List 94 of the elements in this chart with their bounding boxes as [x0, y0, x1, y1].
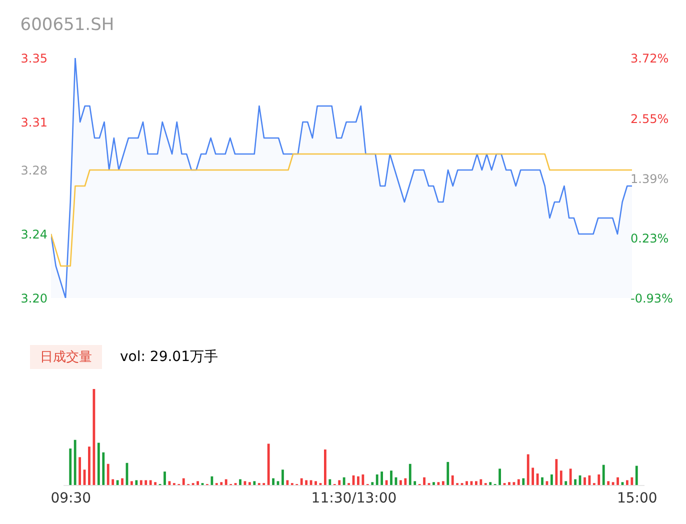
bar [498, 468, 501, 485]
bar [616, 477, 619, 485]
x-tick-label: 11:30/13:00 [311, 490, 397, 506]
y2-tick-label: -0.93% [630, 292, 673, 306]
y-tick-label: 3.35 [20, 52, 48, 66]
bar [626, 480, 628, 485]
bar [541, 477, 544, 485]
bar [272, 478, 274, 485]
bar [69, 448, 72, 485]
bar [574, 479, 576, 485]
bar [390, 470, 392, 485]
bar [314, 481, 317, 485]
bar [248, 482, 251, 485]
chart-title: 600651.SH [20, 15, 114, 35]
bar [78, 457, 81, 485]
bar [408, 464, 412, 485]
bar [532, 468, 534, 485]
bar [404, 478, 407, 485]
bar [286, 480, 289, 485]
bar [526, 454, 530, 485]
bar [224, 479, 228, 485]
bar [550, 474, 553, 485]
bar [239, 479, 242, 485]
bar [508, 482, 510, 485]
bar [380, 472, 384, 485]
bar [112, 479, 114, 485]
y-tick-label: 3.28 [20, 164, 48, 178]
bar [149, 480, 152, 485]
y2-tick-label: 3.72% [630, 52, 669, 66]
bar [196, 481, 199, 485]
y2-tick-label: 2.55% [630, 112, 669, 126]
bar [442, 481, 444, 485]
bar [474, 481, 478, 485]
x-tick-label: 15:00 [616, 490, 658, 506]
bar [480, 479, 482, 485]
bar [446, 462, 450, 485]
bar [253, 481, 256, 485]
bar [432, 482, 435, 485]
text: 日成交量 [30, 345, 102, 369]
bar [74, 440, 76, 485]
bar [106, 464, 110, 485]
y2-tick-label: 1.39% [630, 172, 669, 186]
bar [607, 481, 610, 485]
bar [97, 442, 100, 485]
bar [560, 470, 562, 485]
bar [362, 474, 364, 485]
bar [305, 480, 308, 485]
y-tick-label: 3.20 [20, 292, 48, 306]
bar [630, 477, 634, 485]
bar [512, 482, 516, 485]
bar [357, 476, 360, 485]
bar [635, 466, 638, 485]
bar [437, 482, 440, 485]
bar [376, 474, 378, 485]
x-tick-label: 09:30 [50, 490, 92, 506]
bar [135, 480, 138, 485]
bar [164, 472, 166, 485]
bar [220, 482, 223, 485]
bar [300, 478, 303, 485]
bar [451, 475, 454, 485]
bar [602, 464, 605, 485]
bar [144, 480, 148, 485]
y-tick-label: 3.31 [20, 116, 48, 130]
bar [569, 468, 572, 485]
bar [328, 479, 332, 485]
bar [517, 479, 520, 485]
bar [338, 480, 341, 485]
bar [282, 470, 284, 485]
bar [182, 478, 185, 485]
bar [564, 481, 568, 485]
bar [466, 481, 468, 485]
bar [598, 474, 600, 485]
y-tick-label: 3.24 [20, 228, 48, 242]
bar [154, 482, 156, 485]
bar [140, 480, 142, 485]
bar [423, 477, 426, 485]
bar [210, 476, 214, 485]
bar [267, 444, 270, 485]
bar [324, 449, 326, 485]
y2-tick-label: 0.23% [630, 232, 669, 246]
line-series [51, 153, 632, 267]
bar [555, 459, 558, 485]
bar [88, 446, 90, 485]
bar [121, 478, 124, 485]
bar [130, 481, 133, 485]
text: vol: 29.01万手 [120, 348, 218, 366]
bar [371, 482, 374, 485]
bar [489, 482, 492, 485]
bar [342, 477, 346, 485]
bar [584, 477, 586, 485]
bar [399, 480, 402, 485]
bar [522, 478, 525, 485]
bar [102, 452, 105, 485]
bar [414, 481, 416, 485]
